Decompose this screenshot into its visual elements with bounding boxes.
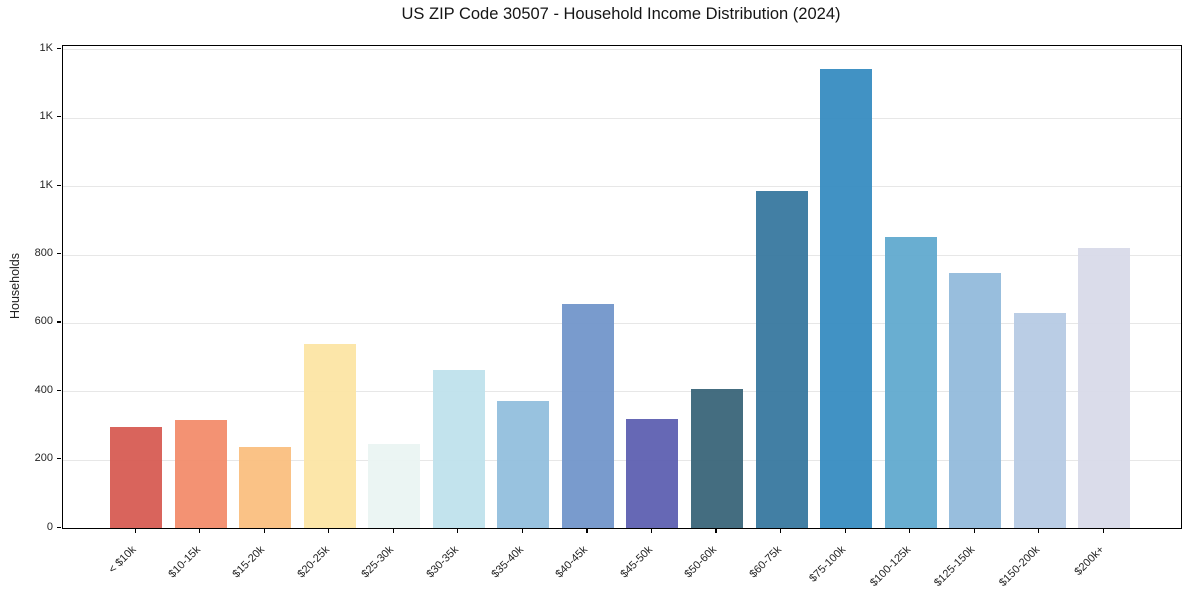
gridline: [63, 186, 1181, 188]
x-tick-mark: [392, 528, 394, 533]
x-tick-label: $150-200k: [996, 543, 1042, 590]
x-tick-mark: [199, 528, 201, 533]
x-tick-mark: [715, 528, 717, 533]
bar-15-20k[interactable]: [239, 446, 292, 528]
bar-10k[interactable]: [110, 427, 162, 528]
x-tick-label: $35-40k: [488, 543, 526, 581]
bar-200k[interactable]: [1078, 247, 1131, 528]
x-tick-label: $20-25k: [295, 543, 332, 581]
bar-60-75k[interactable]: [755, 191, 808, 528]
y-tick-mark: [57, 526, 61, 528]
gridline: [63, 459, 1181, 461]
x-tick-label: $75-100k: [807, 543, 849, 585]
y-tick-mark: [57, 389, 61, 391]
bar-30-35k[interactable]: [432, 370, 485, 528]
x-tick-mark: [973, 528, 975, 533]
y-tick-mark: [57, 458, 61, 460]
x-tick-mark: [328, 528, 330, 533]
bar-35-40k[interactable]: [497, 401, 550, 528]
bar-45-50k[interactable]: [626, 419, 679, 528]
plot-area: [62, 45, 1182, 529]
y-tick-label: 1K: [39, 41, 53, 54]
x-tick-mark: [650, 528, 653, 533]
gridline: [63, 391, 1181, 393]
x-tick-mark: [263, 528, 265, 533]
y-tick-mark: [57, 116, 61, 118]
y-tick-mark: [57, 184, 61, 186]
y-tick-label: 800: [34, 247, 53, 260]
x-tick-label: $50-60k: [682, 543, 720, 581]
x-tick-mark: [780, 528, 782, 533]
bar-150-200k[interactable]: [1013, 312, 1066, 528]
bar-40-45k[interactable]: [561, 304, 614, 528]
gridline: [63, 49, 1181, 51]
x-tick-label: $10-15k: [166, 543, 203, 581]
y-tick-label: 600: [34, 315, 53, 328]
y-tick-mark: [57, 321, 61, 323]
bar-50-60k[interactable]: [690, 388, 743, 528]
bar-75-100k[interactable]: [820, 68, 873, 528]
y-tick-mark: [57, 253, 61, 255]
bar-10-15k[interactable]: [174, 419, 227, 528]
x-tick-label: < $10k: [106, 543, 139, 576]
x-tick-mark: [844, 528, 846, 533]
bar-25-30k[interactable]: [368, 443, 421, 528]
x-tick-label: $125-150k: [932, 543, 978, 590]
x-tick-label: $30-35k: [424, 543, 461, 581]
x-tick-mark: [586, 528, 588, 533]
x-tick-mark: [1038, 528, 1040, 533]
x-tick-mark: [457, 528, 459, 533]
x-tick-label: $45-50k: [618, 543, 655, 581]
x-tick-label: $40-45k: [553, 543, 591, 581]
x-tick-mark: [521, 528, 523, 533]
y-axis-title-text: Households: [8, 253, 22, 320]
x-tick-mark: [134, 528, 136, 533]
y-tick-label: 400: [34, 383, 53, 396]
x-tick-label: $100-125k: [867, 543, 913, 590]
y-tick-label: 0: [46, 520, 53, 533]
bar-20-25k[interactable]: [303, 344, 356, 528]
y-tick-label: 200: [34, 452, 53, 465]
gridline: [63, 117, 1181, 119]
x-tick-label: $25-30k: [359, 543, 397, 581]
y-tick-label: 1K: [39, 178, 53, 191]
y-tick-label: 1K: [39, 110, 53, 123]
bar-100-125k[interactable]: [884, 237, 937, 528]
gridline: [63, 322, 1181, 324]
x-tick-label: $60-75k: [747, 543, 784, 581]
x-tick-mark: [1102, 528, 1104, 533]
chart-title: US ZIP Code 30507 - Household Income Dis…: [401, 5, 841, 23]
gridline: [63, 254, 1181, 256]
bar-125-150k[interactable]: [949, 273, 1002, 528]
x-tick-mark: [909, 528, 911, 533]
x-tick-label: $200k+: [1072, 543, 1107, 578]
y-tick-mark: [57, 47, 61, 50]
x-tick-label: $15-20k: [230, 543, 268, 581]
